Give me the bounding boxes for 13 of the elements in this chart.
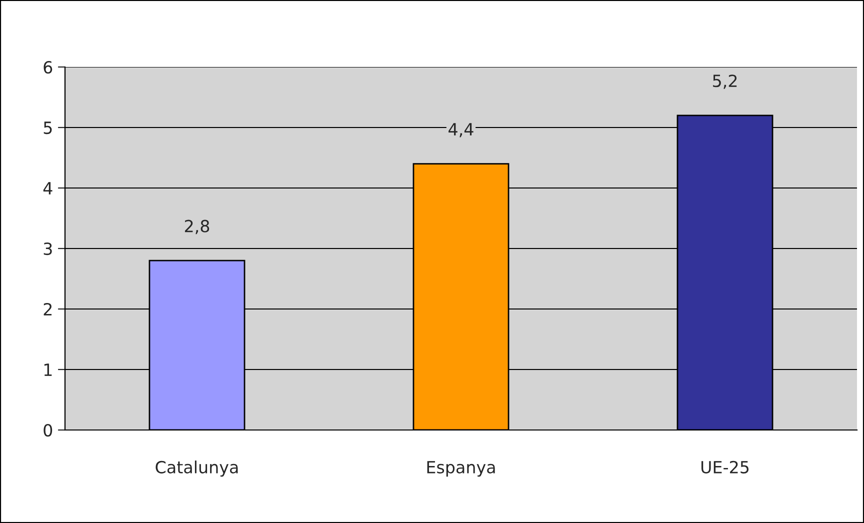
data-label: 2,8 bbox=[184, 220, 210, 234]
y-tick-label: 3 bbox=[44, 242, 52, 256]
x-tick-label: Catalunya bbox=[156, 460, 238, 477]
y-tick-label: 4 bbox=[43, 182, 52, 194]
y-tick-label: 6 bbox=[44, 60, 52, 74]
x-tick-label: UE-25 bbox=[701, 460, 749, 474]
y-tick-label: 1 bbox=[44, 364, 52, 376]
y-tick-label: 0 bbox=[44, 424, 52, 437]
x-tick-label: Espanya bbox=[427, 461, 495, 477]
data-label: 4,4 bbox=[448, 123, 474, 138]
y-tick-label: 5 bbox=[44, 122, 52, 134]
y-tick-label: 2 bbox=[44, 302, 52, 316]
data-label: 5,2 bbox=[713, 74, 737, 89]
